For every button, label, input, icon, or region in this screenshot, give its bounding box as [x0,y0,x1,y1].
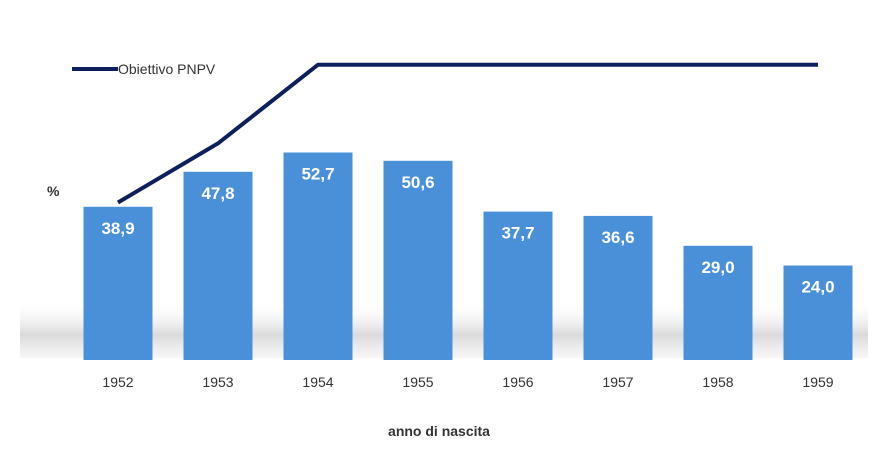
bar-value-label-1956: 37,7 [501,224,534,243]
bar-1953 [183,171,253,360]
bar-value-label-1955: 50,6 [401,173,434,192]
bar-value-label-1959: 24,0 [801,278,834,297]
bar-value-label-1954: 52,7 [301,165,334,184]
x-tick-1953: 1953 [202,374,233,390]
legend-label: Obiettivo PNPV [118,61,216,77]
bar-value-label-1957: 36,6 [601,228,634,247]
x-tick-1958: 1958 [702,374,733,390]
bar-value-label-1952: 38,9 [101,219,134,238]
bar-value-label-1958: 29,0 [701,258,734,277]
bars-group: 38,9 47,8 52,7 50,6 37,7 36,6 29,0 24,0 [83,152,853,360]
x-tick-1957: 1957 [602,374,633,390]
x-tick-1952: 1952 [102,374,133,390]
bar-1957 [583,215,653,360]
x-tick-1956: 1956 [502,374,533,390]
x-tick-1955: 1955 [402,374,433,390]
bar-1959 [783,265,853,360]
bar-1958 [683,245,753,360]
y-axis-label: % [47,183,60,199]
bar-1955 [383,160,453,360]
x-tick-1959: 1959 [802,374,833,390]
x-axis-label: anno di nascita [388,423,490,439]
x-tick-1954: 1954 [302,374,333,390]
bar-value-label-1953: 47,8 [201,184,234,203]
x-ticks-group: 1952 1953 1954 1955 1956 1957 1958 1959 [102,374,833,390]
line-group [116,62,818,205]
series-line-obiettivo-pnpv [116,62,818,205]
bar-1956 [483,211,553,360]
bar-1954 [283,152,353,360]
bar-1952 [83,206,153,360]
legend: Obiettivo PNPV [72,61,216,77]
